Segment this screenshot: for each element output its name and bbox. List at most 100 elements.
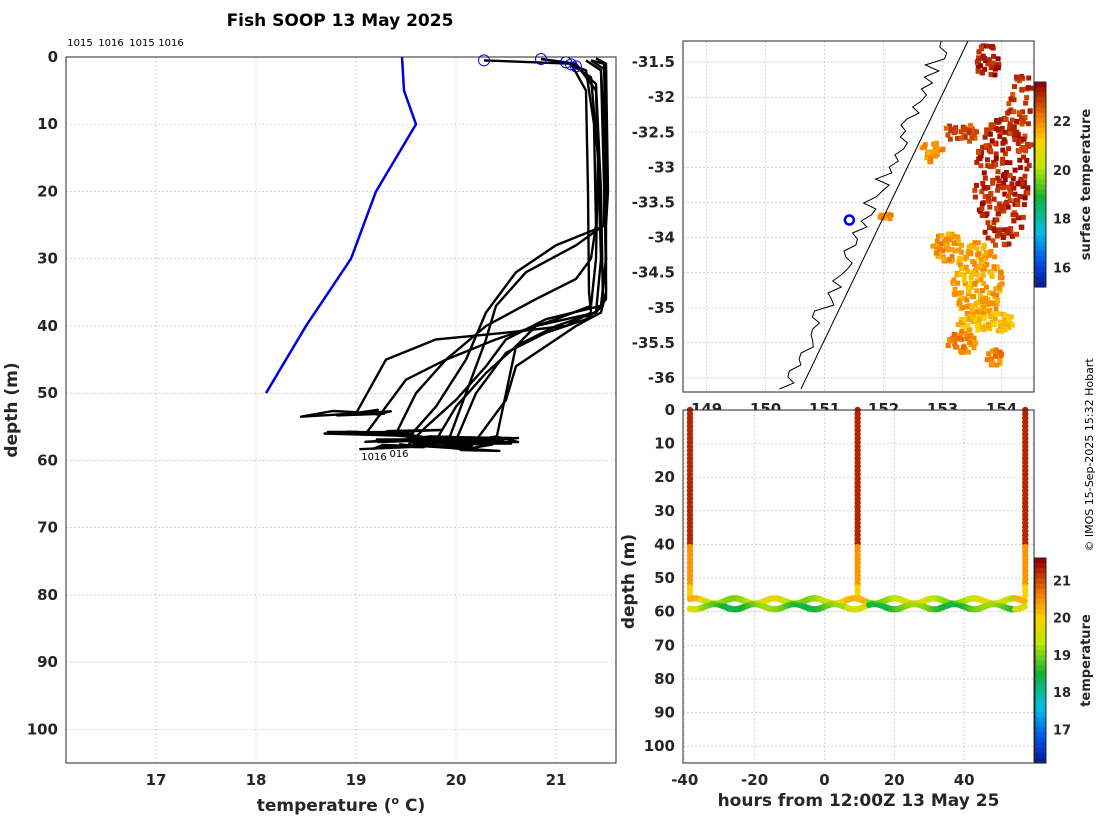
colorbar-segment bbox=[1035, 164, 1046, 170]
sst-pixel bbox=[1012, 167, 1018, 173]
sst-pixel bbox=[959, 320, 965, 325]
x-tick-label: -20 bbox=[741, 771, 768, 789]
sst-pixel bbox=[959, 350, 965, 355]
colorbar-segment bbox=[1035, 235, 1046, 242]
sst-pixel bbox=[966, 244, 972, 250]
sst-pixel bbox=[958, 316, 964, 322]
sst-pixel bbox=[1010, 92, 1016, 97]
sst-pixel bbox=[997, 288, 1003, 294]
sst-pixel bbox=[995, 298, 1000, 303]
y-tick-label: 50 bbox=[654, 569, 675, 587]
sst-pixel bbox=[1018, 138, 1024, 144]
sst-pixel bbox=[981, 170, 987, 176]
sst-pixel bbox=[989, 138, 995, 144]
sst-pixel bbox=[980, 266, 986, 272]
sst-pixel bbox=[986, 197, 992, 203]
sst-pixel bbox=[1006, 101, 1012, 107]
x-tick-label: 21 bbox=[546, 771, 567, 789]
sst-pixel bbox=[968, 285, 974, 290]
x-tick-label: 18 bbox=[246, 771, 267, 789]
colorbar-segment bbox=[1035, 169, 1046, 175]
sst-pixel bbox=[984, 43, 990, 49]
sst-pixel bbox=[1021, 136, 1027, 142]
sst-pixel bbox=[976, 49, 982, 55]
sst-pixel bbox=[989, 360, 995, 366]
sst-pixel bbox=[1001, 227, 1007, 233]
x-tick-label: 20 bbox=[884, 771, 905, 789]
sst-pixel bbox=[955, 135, 961, 141]
colorbar-segment bbox=[1035, 143, 1046, 150]
sst-pixel bbox=[1021, 119, 1026, 125]
sst-pixel bbox=[956, 300, 962, 306]
sst-pixel bbox=[956, 247, 962, 253]
sst-pixel bbox=[982, 55, 987, 61]
colorbar-segment bbox=[1035, 722, 1046, 728]
colorbar-segment bbox=[1035, 563, 1046, 569]
sst-pixel bbox=[961, 317, 967, 322]
colorbar-segment bbox=[1035, 225, 1046, 232]
lat-tick-label: -34 bbox=[648, 229, 675, 247]
sst-pixel bbox=[975, 68, 981, 74]
colorbar-segment bbox=[1035, 230, 1046, 237]
colorbar-segment bbox=[1035, 614, 1046, 621]
sst-pixel bbox=[1019, 87, 1025, 93]
sst-pixel bbox=[989, 356, 995, 362]
sst-pixel bbox=[990, 60, 996, 66]
sst-pixel bbox=[962, 281, 968, 286]
sst-pixel bbox=[1014, 231, 1020, 237]
sst-pixel bbox=[1015, 141, 1021, 146]
colorbar-segment bbox=[1035, 107, 1046, 114]
colorbar-segment bbox=[1035, 732, 1046, 738]
axes-frame bbox=[682, 40, 1035, 393]
sst-pixel bbox=[939, 233, 945, 238]
sst-pixel bbox=[991, 220, 997, 226]
colorbar-segment bbox=[1035, 634, 1046, 641]
sst-pixel bbox=[993, 151, 999, 157]
sst-pixel bbox=[991, 196, 997, 202]
sst-pixel bbox=[974, 246, 980, 252]
shelf-contour bbox=[800, 40, 969, 390]
sst-pixel bbox=[987, 225, 992, 231]
sst-pixel bbox=[973, 340, 979, 346]
sst-pixel bbox=[1002, 171, 1007, 177]
sst-pixel bbox=[997, 360, 1003, 366]
sst-pixel bbox=[1002, 160, 1008, 165]
sst-pixel bbox=[972, 194, 978, 200]
sst-pixel bbox=[985, 163, 991, 169]
colorbar-tick-label: 20 bbox=[1053, 612, 1071, 627]
colorbar-frame bbox=[1034, 557, 1047, 764]
sst-pixel bbox=[979, 205, 985, 211]
sst-pixel bbox=[1001, 241, 1007, 247]
sst-pixel bbox=[1009, 117, 1015, 123]
sst-pixel bbox=[975, 272, 981, 278]
sst-pixel bbox=[1016, 215, 1022, 221]
sst-pixel bbox=[937, 246, 943, 252]
sst-pixel bbox=[983, 250, 989, 255]
sst-pixel bbox=[995, 175, 1001, 181]
sst-pixel bbox=[966, 130, 972, 136]
colorbar-segment bbox=[1035, 706, 1046, 713]
sst-pixel bbox=[980, 245, 986, 251]
sst-pixel bbox=[959, 242, 964, 248]
sst-pixel bbox=[995, 169, 1001, 175]
colorbar-segment bbox=[1035, 184, 1046, 191]
sst-pixel bbox=[1011, 109, 1017, 115]
colorbar-tick-label: 18 bbox=[1053, 213, 1071, 228]
sst-pixel bbox=[1013, 212, 1019, 218]
sst-pixel bbox=[992, 228, 998, 234]
sst-pixel bbox=[955, 322, 961, 327]
sst-pixel bbox=[960, 344, 966, 350]
colorbar-segment bbox=[1035, 599, 1046, 605]
sst-pixel bbox=[991, 264, 997, 270]
colorbar-segment bbox=[1035, 128, 1046, 134]
sst-pixel bbox=[1018, 176, 1024, 182]
colorbar-segment bbox=[1035, 220, 1046, 227]
sst-pixel bbox=[1020, 214, 1026, 220]
sst-pixel bbox=[981, 258, 987, 264]
sst-pixel bbox=[984, 262, 990, 267]
sst-pixel bbox=[1025, 185, 1031, 191]
sst-pixel bbox=[1005, 227, 1011, 232]
colorbar-tick-label: 20 bbox=[1053, 164, 1071, 179]
sst-pixel bbox=[958, 129, 964, 134]
sst-pixel bbox=[969, 271, 975, 277]
